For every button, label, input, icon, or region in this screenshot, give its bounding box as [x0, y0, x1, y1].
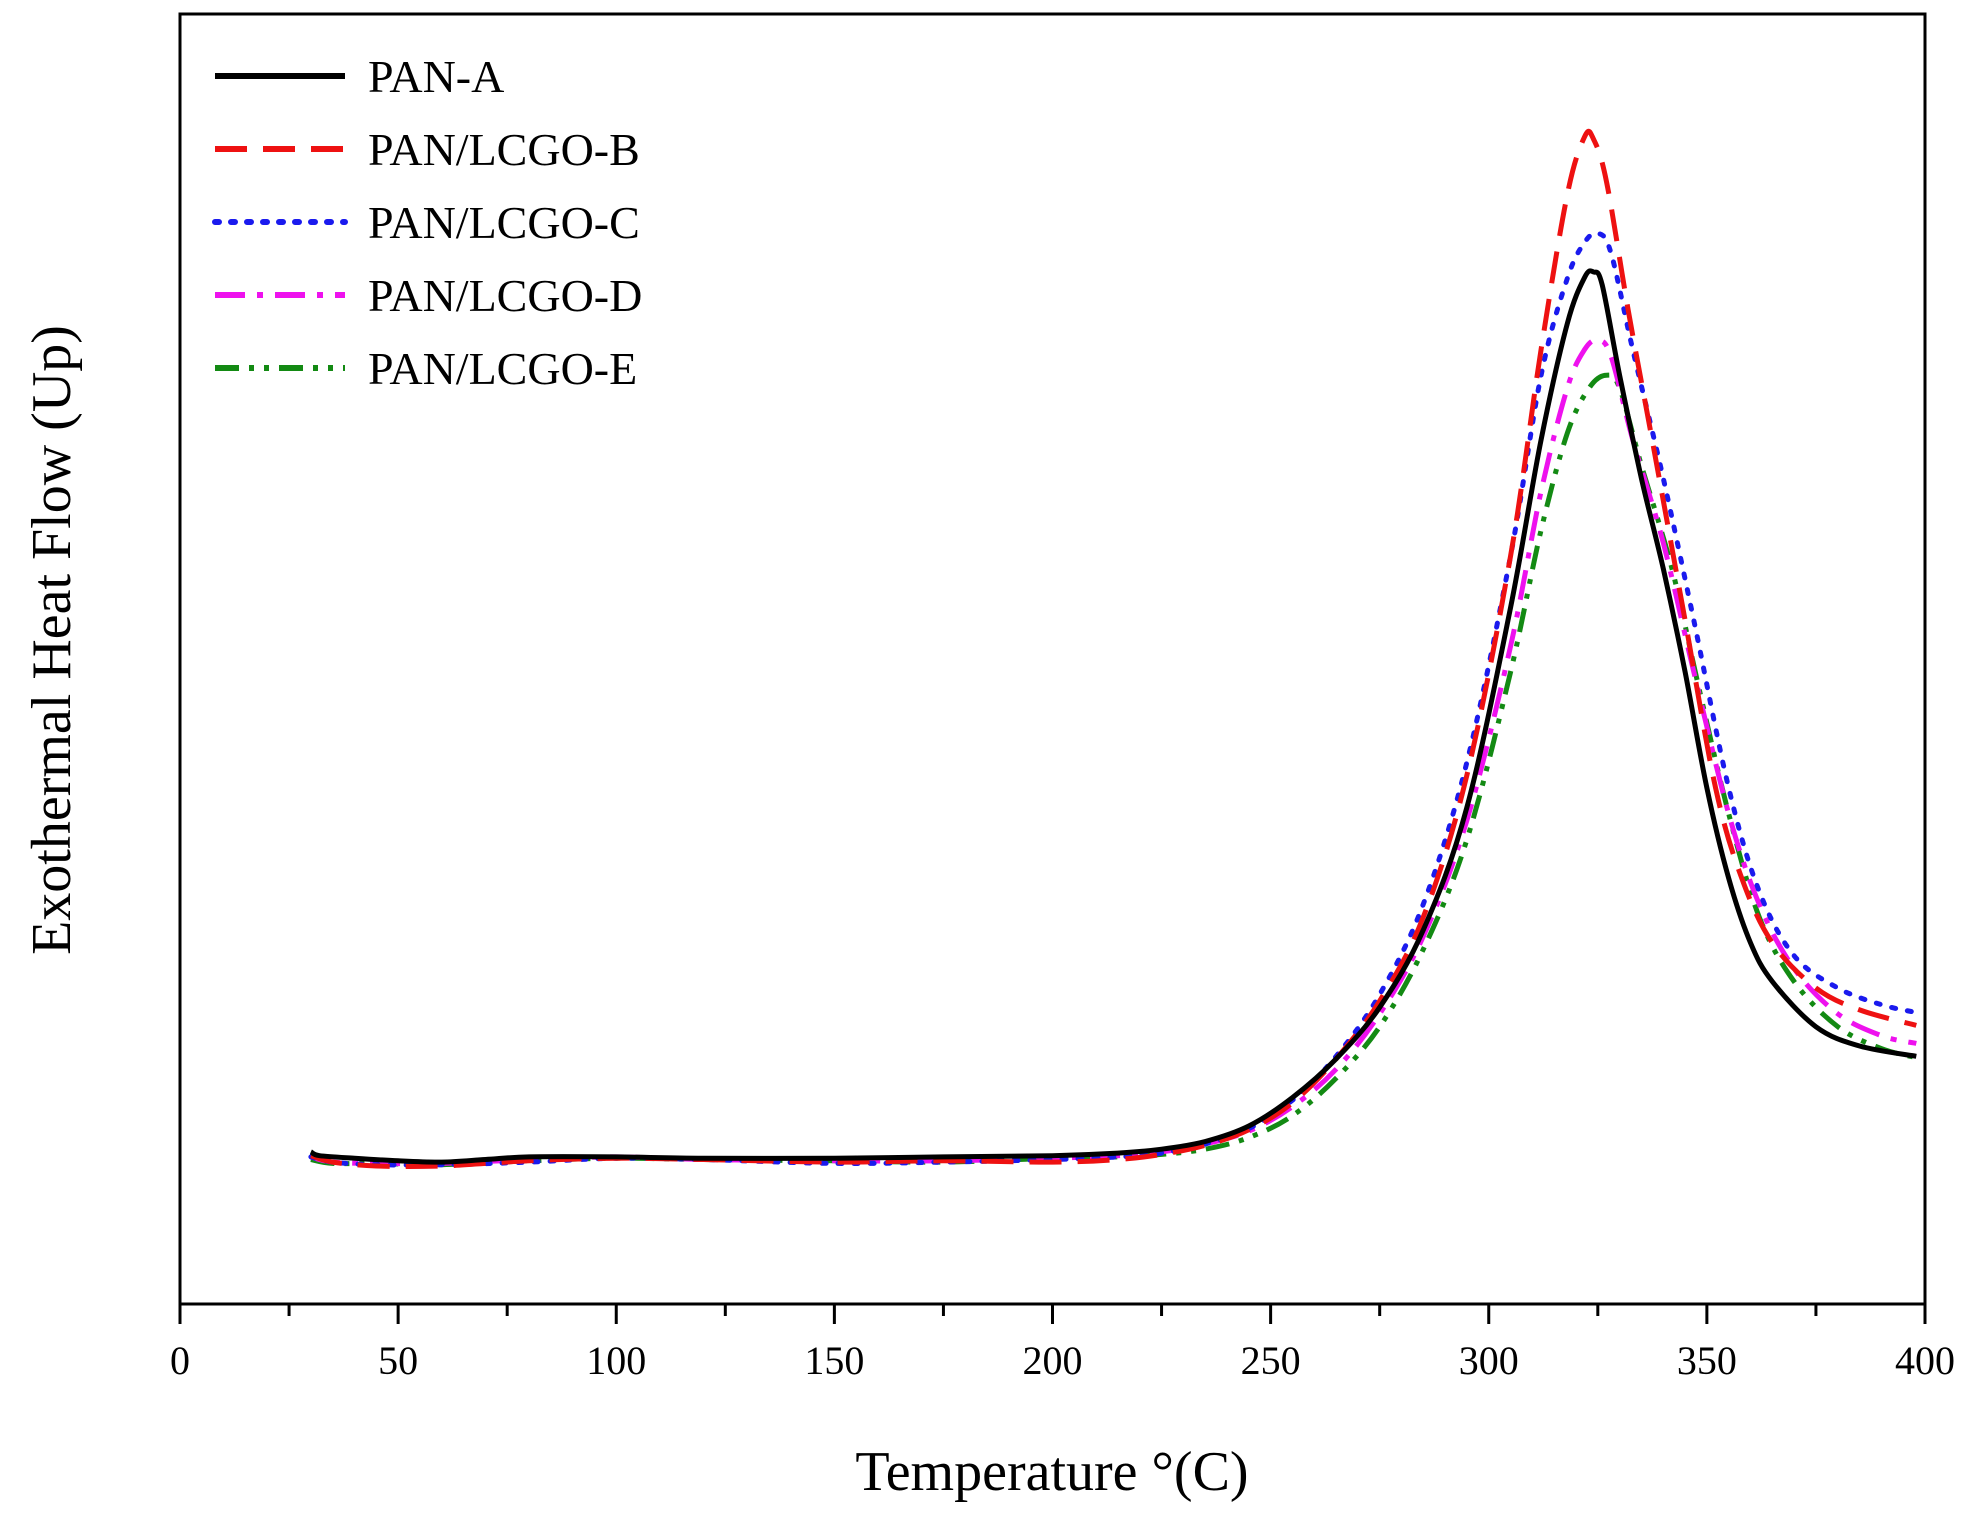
x-axis-tick-labels: 0 50 100 150 200 250 300 350 400	[170, 1338, 1955, 1383]
series-line-pan-lcgo-d	[310, 337, 1917, 1167]
x-tick-label: 100	[586, 1338, 646, 1383]
x-tick-label: 350	[1677, 1338, 1737, 1383]
legend-label: PAN-A	[368, 51, 504, 102]
series-line-pan-a	[309, 268, 1917, 1165]
x-tick-label: 300	[1459, 1338, 1519, 1383]
y-axis-title: Exothermal Heat Flow (Up)	[21, 325, 83, 955]
legend-label: PAN/LCGO-D	[368, 270, 642, 321]
series-lines	[308, 128, 1919, 1170]
series-line-pan-lcgo-e	[310, 372, 1917, 1168]
legend: PAN-A PAN/LCGO-B PAN/LCGO-C PAN/LCGO-D PAN/L…	[212, 51, 642, 394]
x-tick-label: 150	[804, 1338, 864, 1383]
legend-label: PAN/LCGO-B	[368, 124, 640, 175]
x-axis-title: Temperature °(C)	[855, 1441, 1248, 1503]
legend-label: PAN/LCGO-E	[368, 343, 637, 394]
x-axis-ticks	[178, 1304, 1927, 1324]
x-tick-label: 400	[1895, 1338, 1955, 1383]
x-tick-label: 250	[1241, 1338, 1301, 1383]
x-tick-label: 0	[170, 1338, 190, 1383]
legend-label: PAN/LCGO-C	[368, 197, 640, 248]
x-tick-label: 200	[1023, 1338, 1083, 1383]
x-tick-label: 50	[378, 1338, 418, 1383]
